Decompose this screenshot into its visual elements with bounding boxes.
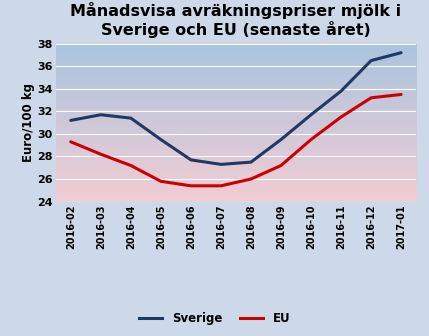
Legend: Sverige, EU: Sverige, EU <box>134 308 295 330</box>
Title: Månadsvisa avräkningspriser mjölk i
Sverige och EU (senaste året): Månadsvisa avräkningspriser mjölk i Sver… <box>70 2 402 38</box>
Y-axis label: Euro/100 kg: Euro/100 kg <box>21 83 35 162</box>
